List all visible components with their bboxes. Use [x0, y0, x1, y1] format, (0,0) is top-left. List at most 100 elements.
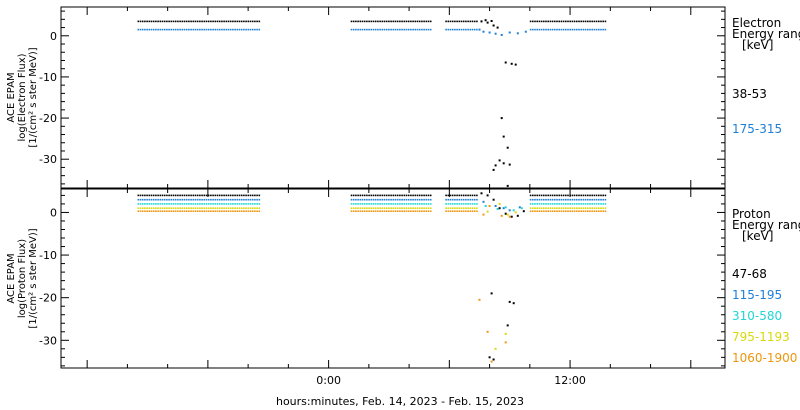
data-point — [210, 203, 212, 205]
data-point — [403, 28, 406, 31]
data-point — [251, 28, 254, 31]
data-point — [137, 203, 140, 205]
data-point — [551, 28, 554, 31]
data-point — [368, 198, 370, 201]
data-point — [374, 207, 377, 209]
data-point — [578, 203, 580, 205]
data-point — [467, 20, 469, 23]
data-point — [554, 198, 556, 201]
data-point — [595, 207, 598, 209]
data-point — [374, 20, 377, 23]
data-point — [602, 203, 604, 205]
data-point — [571, 28, 574, 31]
data-point — [251, 203, 254, 205]
data-point — [249, 20, 252, 23]
data-point — [540, 20, 543, 23]
data-point — [366, 207, 368, 209]
data-point — [240, 203, 243, 205]
data-point — [232, 194, 234, 197]
data-point — [372, 207, 375, 209]
data-point — [394, 198, 397, 201]
data-point — [355, 203, 357, 205]
data-point — [425, 194, 428, 197]
data-point — [221, 203, 223, 205]
data-point — [454, 20, 456, 23]
data-point — [551, 210, 554, 212]
data-point — [547, 207, 549, 209]
y-axis-label: ACE EPAM log(Proton Flux) [1/(cm² s ster M… — [6, 228, 39, 328]
data-point — [377, 203, 379, 205]
data-point — [399, 28, 401, 31]
data-point — [172, 20, 175, 23]
data-point — [194, 207, 197, 209]
data-point — [379, 194, 381, 197]
data-point — [416, 207, 419, 209]
data-point — [194, 28, 197, 31]
data-point — [383, 207, 386, 209]
data-point — [234, 198, 236, 201]
data-point — [159, 198, 162, 201]
data-point — [399, 210, 401, 212]
data-point — [161, 194, 164, 197]
data-point — [578, 194, 580, 197]
data-point — [249, 28, 252, 31]
data-point — [174, 210, 177, 212]
data-point — [412, 28, 414, 31]
data-point — [534, 194, 536, 197]
data-point — [549, 203, 552, 205]
data-point — [454, 207, 456, 209]
data-point — [580, 20, 582, 23]
data-point — [447, 28, 450, 31]
data-point — [203, 203, 206, 205]
data-point — [460, 194, 463, 197]
data-point — [177, 198, 179, 201]
data-point — [558, 198, 560, 201]
data-point — [467, 194, 469, 197]
data-point — [587, 198, 589, 201]
y-tick-label: -30 — [39, 153, 57, 166]
data-point — [203, 28, 206, 31]
data-point — [469, 20, 472, 23]
data-point — [214, 210, 217, 212]
data-point — [361, 28, 364, 31]
data-point — [399, 207, 401, 209]
data-point — [467, 207, 469, 209]
data-point — [392, 210, 395, 212]
data-point — [227, 194, 230, 197]
data-point — [401, 198, 403, 201]
data-point — [214, 194, 217, 197]
data-point — [183, 20, 186, 23]
data-point — [396, 198, 399, 201]
data-point — [405, 207, 408, 209]
data-point — [385, 203, 388, 205]
data-point — [421, 28, 423, 31]
data-point — [508, 163, 511, 166]
data-point — [462, 20, 465, 23]
data-point — [576, 194, 578, 197]
data-point — [144, 207, 146, 209]
data-point — [582, 207, 585, 209]
data-point — [194, 194, 197, 197]
data-point — [565, 194, 567, 197]
data-point — [471, 194, 474, 197]
data-point — [565, 28, 567, 31]
data-point — [168, 210, 170, 212]
data-point — [183, 203, 186, 205]
data-point — [591, 198, 593, 201]
data-point — [161, 20, 164, 23]
data-point — [394, 194, 397, 197]
data-point — [385, 20, 388, 23]
data-point — [556, 198, 558, 201]
data-point — [403, 198, 406, 201]
data-point — [258, 210, 261, 212]
data-point — [536, 203, 538, 205]
data-point — [447, 198, 450, 201]
data-point — [355, 28, 357, 31]
data-point — [516, 214, 519, 217]
data-point — [366, 20, 368, 23]
data-point — [236, 28, 239, 31]
data-point — [401, 20, 403, 23]
data-point — [587, 194, 589, 197]
data-point — [569, 207, 571, 209]
data-point — [141, 210, 144, 212]
